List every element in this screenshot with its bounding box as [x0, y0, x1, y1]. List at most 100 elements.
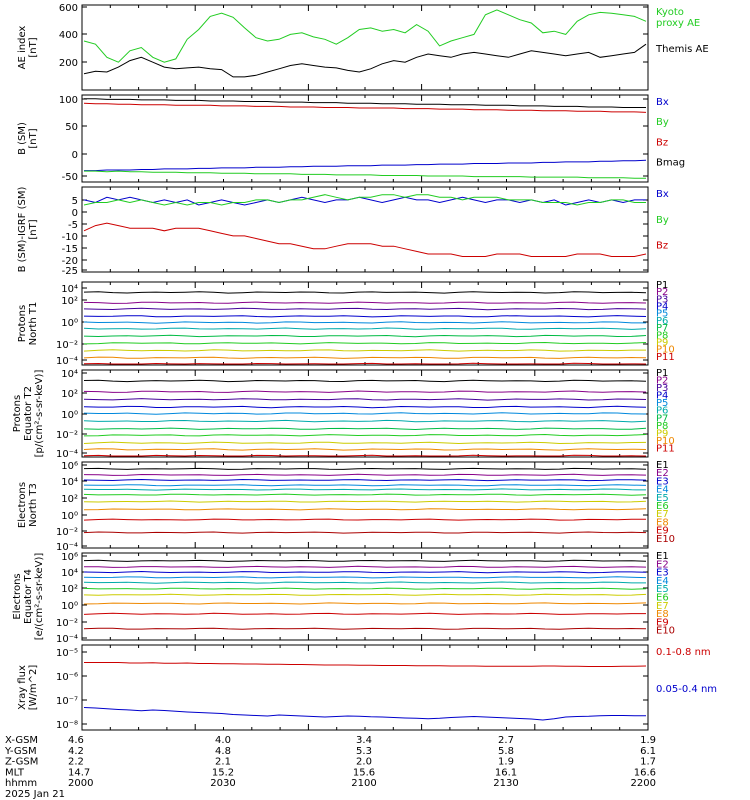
y-tick-label: 10⁻² [56, 340, 78, 351]
y-tick-label: 10⁰ [61, 318, 78, 329]
series-line-bx [84, 159, 647, 172]
series-line-p11 [83, 454, 647, 457]
legend-label: P6 [656, 316, 668, 327]
ephemeris-value: 5.8 [498, 746, 514, 757]
series-line-p11 [83, 362, 647, 365]
legend-label: E9 [656, 617, 669, 628]
ephemeris-value: 6.1 [640, 746, 656, 757]
y-tick-label: 10² [61, 494, 78, 505]
panel-7: 10⁶ 10⁴ 10² 10⁰ 10⁻² 10⁻⁴ Electrons Equator T4[… [12, 551, 675, 645]
ephemeris-value: 2030 [210, 778, 235, 789]
legend-label: E1 [656, 551, 669, 562]
legend-label: P8 [656, 330, 668, 341]
panel-5: 10⁴ 10² 10⁰ 10⁻² 10⁻⁴ Protons Equator T2 [p/(cm… [12, 368, 675, 460]
y-axis-label: Electrons [12, 573, 23, 619]
legend-label: P4 [656, 391, 668, 402]
series-line-e4 [83, 484, 647, 487]
series-line-bz [83, 102, 647, 113]
legend-label: By [656, 215, 669, 226]
y-tick-label: 600 [59, 3, 78, 14]
series-line-bmag [84, 98, 646, 108]
y-tick-label: 200 [59, 58, 78, 69]
y-axis-label: Protons [12, 395, 23, 432]
series-line-p4 [83, 315, 647, 318]
y-tick-label: 400 [59, 30, 78, 41]
y-axis-label: Equator T2 [23, 386, 34, 441]
legend-label: Bz [656, 241, 668, 252]
y-tick-label: 10² [61, 584, 78, 595]
y-tick-label: 10² [61, 296, 78, 307]
y-tick-label: 10⁻⁵ [56, 648, 78, 659]
y-tick-label: -15 [62, 244, 78, 255]
series-line-e8 [83, 602, 647, 605]
series-line-bz [83, 222, 647, 257]
series-line-p5 [83, 321, 646, 324]
legend-label: P11 [656, 352, 675, 363]
legend-label: P10 [656, 436, 675, 447]
legend-label: P2 [656, 376, 668, 387]
ephemeris-value: 2100 [351, 778, 376, 789]
y-axis-label: B (SM)-IGRF (SM) [17, 187, 28, 273]
series-line-e4 [83, 576, 647, 579]
legend-label: E7 [656, 509, 669, 520]
y-tick-label: 10⁰ [61, 410, 78, 421]
series-line-p5 [83, 412, 647, 415]
y-tick-label: 10⁻² [56, 618, 78, 629]
series-line-e6 [83, 493, 647, 496]
y-axis-label: [nT] [28, 128, 39, 148]
legend-label: E3 [656, 568, 669, 579]
legend-label: P5 [656, 309, 668, 320]
y-axis-label: [e/(cm²-s-sr-keV)] [34, 553, 45, 641]
ephemeris-value: 2.7 [498, 735, 514, 746]
ephemeris-value: 15.6 [353, 767, 375, 778]
ephemeris-row-label: 2025 Jan 21 [5, 789, 65, 800]
y-tick-label: 10⁴ [61, 369, 78, 380]
ephemeris-value: 16.1 [495, 767, 517, 778]
series-line-e5 [83, 488, 647, 491]
y-tick-label: 10⁻⁸ [56, 720, 78, 731]
y-tick-label: 5 [72, 196, 78, 207]
series-line-e10 [83, 627, 647, 630]
series-line-e2 [83, 565, 647, 568]
ephemeris-value: 3.4 [356, 735, 372, 746]
ephemeris-value: 4.2 [68, 746, 84, 757]
series-line-e7 [83, 500, 647, 503]
legend-label: P5 [656, 398, 668, 409]
ephemeris-row-label: hhmm [5, 778, 37, 789]
legend-label: P3 [656, 383, 668, 394]
series-line-e8 [83, 508, 647, 511]
legend-label: P9 [656, 428, 668, 439]
legend-label: E10 [656, 534, 675, 545]
series-line-p2 [83, 390, 647, 393]
y-tick-label: 10⁰ [61, 511, 78, 522]
y-tick-label: -50 [62, 172, 78, 183]
legend-label: E1 [656, 460, 669, 471]
series-line-p3 [83, 398, 647, 401]
legend-label: 0.1-0.8 nm [656, 647, 711, 658]
panel-frame [81, 186, 649, 273]
y-tick-label: -20 [62, 256, 78, 267]
y-axis-label: [p/(cm²-s-sr-keV)] [34, 370, 45, 458]
ephemeris-value: 1.7 [640, 757, 656, 768]
series-line-kyoto-proxy-ae [83, 9, 647, 63]
y-axis-label: Electrons [17, 482, 28, 528]
series-line-p10 [83, 448, 647, 451]
ephemeris-value: 2130 [493, 778, 518, 789]
series-line-p9 [83, 441, 647, 445]
y-tick-label: 10⁻⁷ [56, 696, 78, 707]
series-line-p1 [83, 291, 647, 294]
y-tick-label: 10⁻² [56, 527, 78, 538]
ephemeris-value: 5.3 [356, 746, 372, 757]
legend-label: P1 [656, 280, 668, 291]
series-line-p1 [83, 379, 647, 383]
ephemeris-value: 4.0 [215, 735, 231, 746]
legend-label: Bx [656, 97, 669, 108]
ephemeris-value: 1.9 [498, 757, 514, 768]
y-axis-label: North T3 [28, 483, 39, 527]
y-axis-label: [nT] [28, 219, 39, 239]
y-tick-label: 10⁶ [61, 552, 78, 563]
y-tick-label: 0 [72, 150, 78, 161]
ephemeris-row-label: MLT [5, 767, 25, 778]
